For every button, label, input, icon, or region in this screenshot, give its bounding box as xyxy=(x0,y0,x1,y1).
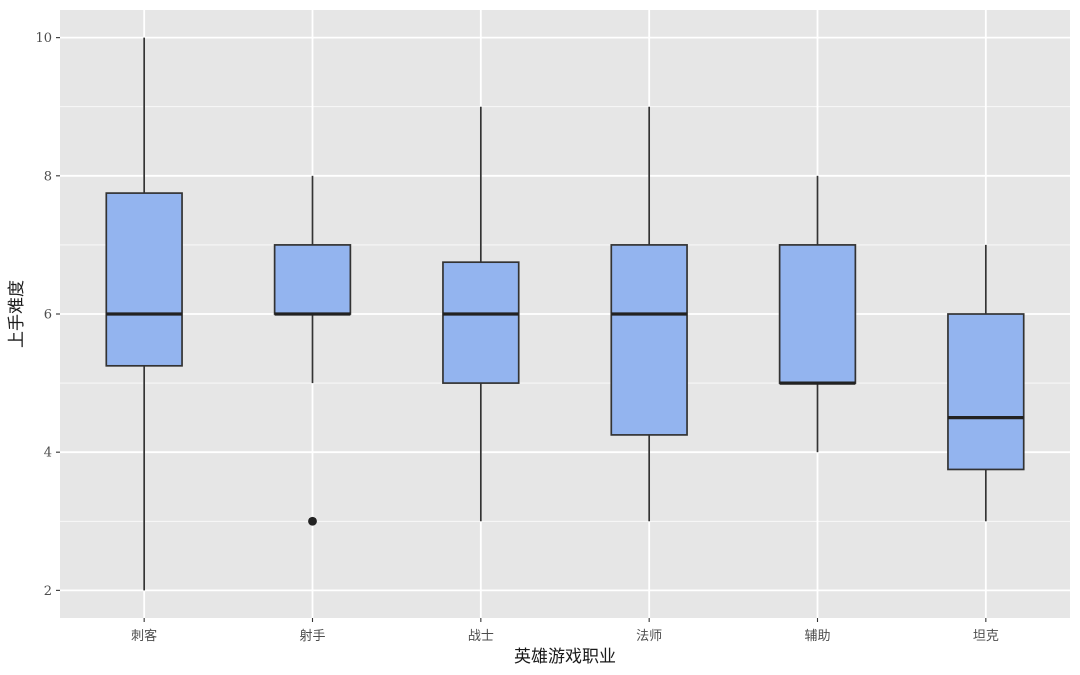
box-iqr xyxy=(778,244,857,384)
x-tick-label: 坦克 xyxy=(973,629,999,644)
box-iqr xyxy=(442,261,520,384)
box-0 xyxy=(105,37,183,591)
box-3 xyxy=(610,106,688,522)
boxes xyxy=(105,37,1025,591)
grid-minor xyxy=(60,106,1070,522)
y-tick-label: 4 xyxy=(44,446,52,461)
y-tick-label: 6 xyxy=(44,308,52,323)
box-iqr xyxy=(610,244,688,436)
outlier-point xyxy=(308,516,317,526)
x-axis: 刺客 射手 战士 法师 辅助 坦克 xyxy=(131,618,999,644)
box-2 xyxy=(442,106,520,522)
y-tick-label: 8 xyxy=(44,169,52,184)
x-tick-label: 刺客 xyxy=(131,628,157,644)
box-5 xyxy=(947,244,1025,522)
x-axis-title: 英雄游戏职业 xyxy=(514,647,616,667)
x-tick-label: 法师 xyxy=(636,629,662,644)
y-tick-label: 2 xyxy=(44,584,52,599)
box-iqr xyxy=(273,244,352,315)
y-tick-label: 10 xyxy=(35,31,52,46)
box-iqr xyxy=(105,192,183,367)
x-tick-label: 战士 xyxy=(468,629,494,644)
box-1 xyxy=(273,175,352,526)
x-tick-label: 射手 xyxy=(299,628,325,644)
y-axis: 2 4 6 8 10 xyxy=(35,31,60,599)
box-iqr xyxy=(947,313,1025,471)
box-4 xyxy=(778,175,857,453)
y-axis-title: 上手难度 xyxy=(7,280,27,348)
x-tick-label: 辅助 xyxy=(804,629,830,644)
